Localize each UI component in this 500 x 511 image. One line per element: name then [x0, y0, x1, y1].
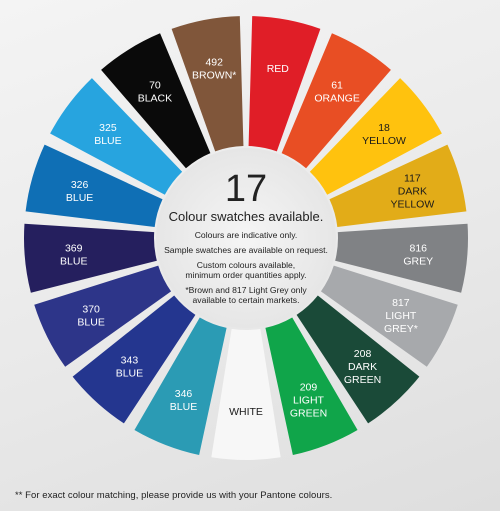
swatch-label: GREEN [290, 407, 327, 419]
swatch-label: BLACK [138, 92, 172, 104]
swatch-label: YELLOW [391, 199, 435, 211]
swatch-label: 61 [331, 79, 343, 91]
swatch-block [211, 328, 281, 460]
swatch-label: 817 [392, 297, 410, 309]
swatch-label: 346 [175, 388, 193, 400]
swatch-label: LIGHT [385, 310, 417, 322]
swatch-block [72, 295, 196, 424]
swatch-label: 209 [300, 381, 318, 393]
swatch-block [265, 317, 358, 455]
swatch-label: DARK [348, 361, 377, 373]
swatch-block [24, 223, 157, 293]
swatch-label: 343 [121, 354, 139, 366]
swatch-red: RED [248, 16, 321, 152]
swatch-block [50, 78, 183, 195]
swatch-block [320, 265, 458, 367]
swatch-block [296, 295, 420, 424]
swatch-label: BLUE [66, 192, 93, 204]
swatch-block [171, 16, 244, 152]
swatch-label: LIGHT [293, 394, 325, 406]
swatch-label: 208 [354, 348, 372, 360]
swatch-block [335, 223, 468, 293]
swatch-headline: Colour swatches available. [169, 209, 324, 224]
swatch-label: BLUE [170, 401, 197, 413]
swatch-block [329, 144, 467, 227]
swatch-label: RED [267, 63, 290, 75]
swatch-block [34, 265, 172, 367]
swatch-label: YELLOW [362, 135, 406, 147]
swatch-block [134, 317, 227, 455]
swatch-label: BROWN* [192, 69, 236, 81]
swatch-label: WHITE [229, 406, 263, 418]
swatch-label: 70 [149, 79, 161, 91]
swatch-label: BLUE [60, 255, 87, 267]
swatch-label: 117 [404, 173, 421, 185]
swatch-label: BLUE [116, 367, 143, 379]
swatch-label: 816 [409, 242, 427, 254]
center-notes: Colours are indicative only. Sample swatc… [164, 230, 328, 305]
center-disc [156, 148, 336, 328]
swatch-label: BLUE [77, 317, 104, 329]
swatch-white: WHITE [211, 328, 281, 460]
pantone-footnote: ** For exact colour matching, please pro… [15, 490, 333, 501]
center-info: 17 Colour swatches available. Colours ar… [164, 168, 328, 305]
swatch-label: GREY* [384, 323, 418, 335]
swatch-label: ORANGE [314, 92, 360, 104]
center-note-line: Custom colours available, [197, 260, 295, 270]
center-note-line: *Brown and 817 Light Grey only [185, 285, 307, 295]
swatch-label: 18 [378, 122, 390, 134]
center-note-line: Colours are indicative only. [195, 230, 298, 240]
swatch-label: 492 [205, 56, 223, 68]
swatch-label: 370 [82, 304, 100, 316]
swatch-label: 325 [99, 122, 117, 134]
swatch-block [248, 16, 321, 152]
center-note-line: minimum order quantities apply. [185, 270, 306, 280]
swatch-block [281, 33, 391, 169]
swatch-segments: RED61ORANGE18YELLOW117DARKYELLOW816GREY8… [24, 16, 468, 460]
swatch-label: 369 [65, 242, 83, 254]
center-note-line: available to certain markets. [193, 295, 300, 305]
swatch-label: GREY [403, 255, 433, 267]
swatch-label: 326 [71, 179, 89, 191]
swatch-count: 17 [225, 168, 267, 210]
swatch-label: BLUE [94, 135, 121, 147]
swatch-block [101, 33, 211, 169]
swatch-block [25, 144, 163, 227]
swatch-label: DARK [398, 186, 427, 198]
swatch-label: GREEN [344, 374, 381, 386]
center-note-line: Sample swatches are available on request… [164, 245, 328, 255]
swatch-block [309, 78, 442, 195]
